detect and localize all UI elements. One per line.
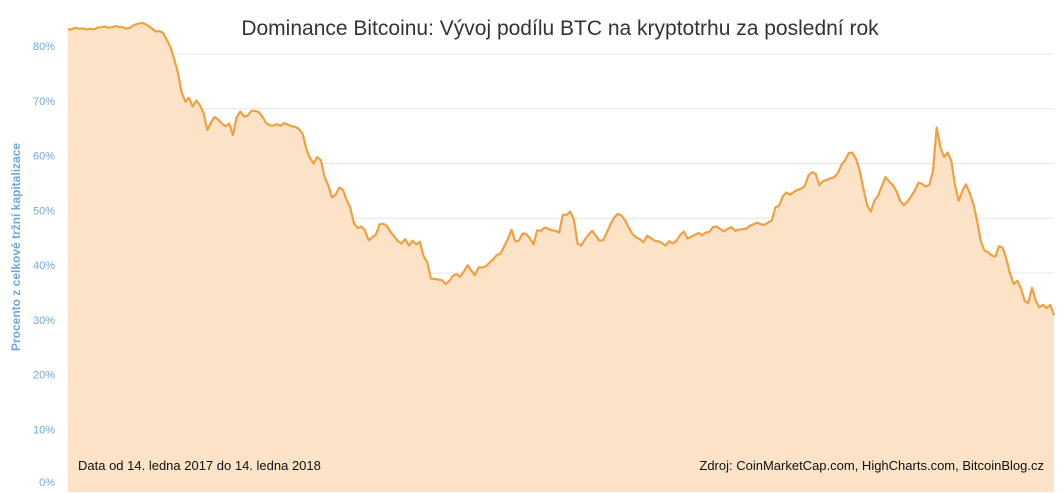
series-area [68, 22, 1054, 493]
y-tick-label: 30% [33, 315, 55, 327]
y-tick-label: 0% [39, 477, 55, 489]
y-tick-label: 20% [33, 370, 55, 382]
source-note: Zdroj: CoinMarketCap.com, HighCharts.com… [699, 458, 1044, 473]
y-tick-label: 80% [33, 41, 55, 53]
y-tick-label: 10% [33, 424, 55, 436]
y-tick-label: 70% [33, 96, 55, 108]
y-axis-ticks: 0% 10% 20% 30% 40% 50% 60% 70% 80% [33, 41, 55, 489]
y-tick-label: 40% [33, 260, 55, 272]
y-tick-label: 50% [33, 205, 55, 217]
series-line [68, 21, 1056, 316]
chart-title: Dominance Bitcoinu: Vývoj podílu BTC na … [241, 17, 879, 40]
y-tick-label: 60% [33, 151, 55, 163]
y-axis-label: Procento z celkové tržní kapitalizace [9, 143, 23, 351]
date-range-note: Data od 14. ledna 2017 do 14. ledna 2018 [78, 458, 321, 473]
